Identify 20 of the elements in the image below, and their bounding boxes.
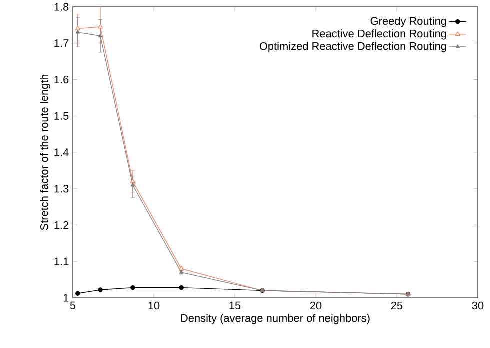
y-tick-label: 1.8 xyxy=(54,3,69,11)
legend-label: Optimized Reactive Deflection Routing xyxy=(260,42,446,52)
y-tick-label: 1.3 xyxy=(54,185,69,193)
legend-label: Reactive Deflection Routing xyxy=(312,30,446,40)
y-axis-title: Stretch factor of the route length xyxy=(40,74,50,230)
y-tick-label: 1.6 xyxy=(54,76,69,84)
x-tick-label: 30 xyxy=(472,302,484,310)
legend-label: Greedy Routing xyxy=(370,17,446,28)
y-tick-label: 1 xyxy=(64,294,69,302)
x-tick-label: 15 xyxy=(230,302,241,310)
y-tick-label: 1.4 xyxy=(54,148,69,156)
x-tick-label: 25 xyxy=(391,302,403,310)
y-tick-label: 1.7 xyxy=(54,40,69,48)
x-tick-label: 5 xyxy=(70,302,76,310)
y-tick-label: 1.1 xyxy=(54,258,69,266)
x-axis-title: Density (average number of neighbors) xyxy=(181,314,370,324)
x-tick-label: 10 xyxy=(148,302,160,310)
y-tick-label: 1.2 xyxy=(54,221,69,230)
x-tick-label: 20 xyxy=(310,302,322,310)
y-tick-label: 1.5 xyxy=(54,112,69,120)
